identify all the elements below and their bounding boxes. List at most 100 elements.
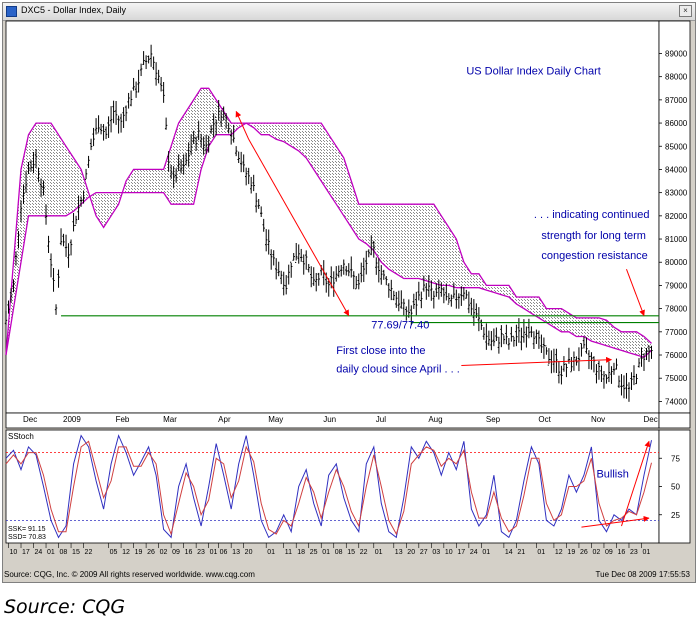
price-bar (355, 275, 358, 290)
price-bar (295, 242, 298, 263)
cloud-top-line (5, 87, 652, 356)
cloud-bottom-line (5, 122, 652, 359)
price-bar (19, 200, 23, 223)
price-bar (600, 365, 603, 382)
price-bar (622, 375, 626, 399)
price-bar (450, 294, 453, 307)
price-bar (162, 82, 165, 103)
price-bar (455, 289, 458, 309)
price-tick-label: 80000 (665, 258, 688, 267)
price-bar (249, 176, 253, 194)
close-icon[interactable]: × (679, 5, 692, 17)
price-bar (357, 273, 360, 290)
price-bar (362, 257, 365, 283)
price-bar (207, 135, 210, 153)
annotation-arrow (626, 269, 645, 317)
price-bar (174, 168, 178, 183)
price-bar (104, 126, 108, 140)
price-bar (490, 331, 493, 351)
month-label: Apr (218, 415, 231, 424)
price-bar (9, 288, 13, 303)
price-bar (497, 336, 501, 354)
price-bar (405, 306, 408, 321)
price-bar (305, 250, 308, 270)
price-bar (184, 152, 188, 166)
price-bar (645, 348, 648, 361)
price-bar (592, 356, 596, 373)
day-label: 16 (617, 549, 625, 556)
day-label: 10 (445, 549, 453, 556)
day-label: 18 (297, 549, 305, 556)
price-bar (102, 124, 105, 141)
price-bar (192, 130, 195, 144)
stoch-tick-label: 50 (671, 483, 680, 492)
price-bar (114, 100, 118, 125)
stoch-annotation: Bullish (596, 468, 628, 480)
price-bar (89, 138, 93, 151)
stoch-panel: 10 17 24 01 08 15 22 05 12 19 26 02 09 16 23 01 06 13 20 01… (5, 429, 691, 556)
price-bar (224, 113, 228, 129)
price-bar (139, 63, 143, 77)
stoch-title: SStoch (8, 432, 34, 441)
price-bar (44, 204, 48, 225)
price-bar (505, 324, 508, 345)
day-label: 21 (517, 549, 525, 556)
day-label: 01 (210, 549, 218, 556)
price-tick-label: 88000 (665, 73, 688, 82)
price-bar (197, 121, 200, 141)
price-bar (342, 259, 345, 275)
day-label: 02 (160, 549, 168, 556)
price-tick-label: 82000 (665, 212, 688, 221)
price-bar (640, 347, 643, 367)
price-bar (595, 364, 598, 384)
price-bar (22, 184, 25, 205)
price-tick-label: 86000 (665, 119, 688, 128)
price-bar (127, 92, 130, 109)
price-bar (27, 161, 30, 174)
price-bar (442, 287, 446, 304)
stoch-readout: SSD= 70.83 (8, 534, 46, 541)
month-label: Oct (538, 415, 551, 424)
price-bar (465, 289, 468, 299)
price-bar (642, 353, 646, 371)
window-titlebar[interactable]: DXC5 - Dollar Index, Daily × (3, 3, 695, 21)
price-bar (177, 154, 180, 172)
annotation-arrow (461, 356, 613, 366)
day-label: 06 (220, 549, 228, 556)
month-label: Mar (163, 415, 177, 424)
price-bar (432, 290, 436, 309)
price-bar (159, 76, 163, 92)
price-bar (637, 358, 641, 368)
price-bar (532, 331, 536, 350)
price-bar (365, 250, 368, 275)
price-bar (650, 345, 653, 359)
day-label: 22 (360, 549, 368, 556)
price-bar (17, 229, 20, 249)
month-label: May (268, 415, 283, 424)
price-bar (82, 190, 85, 204)
price-bar (237, 151, 240, 164)
price-bar (345, 265, 348, 276)
day-label: 25 (310, 549, 318, 556)
price-bar (97, 115, 100, 134)
price-bar (69, 239, 73, 256)
footer-copyright: Source: CQG, Inc. © 2009 All rights rese… (4, 570, 255, 579)
stoch-plot-area (5, 429, 660, 544)
price-bar (512, 335, 516, 347)
price-bar (209, 124, 213, 134)
day-label: 03 (432, 549, 440, 556)
price-bar (32, 152, 35, 174)
price-bar (214, 116, 218, 136)
price-bar (272, 250, 275, 266)
day-label: 05 (110, 549, 118, 556)
price-bar (565, 363, 568, 378)
price-bar (239, 151, 243, 173)
price-bar (607, 361, 611, 383)
price-bar (222, 106, 225, 121)
month-label: Aug (428, 415, 442, 424)
price-bar (99, 123, 103, 135)
price-bar (280, 270, 283, 285)
price-bar (605, 374, 608, 384)
price-bar (157, 69, 160, 84)
stoch-line-ssd (5, 440, 652, 536)
